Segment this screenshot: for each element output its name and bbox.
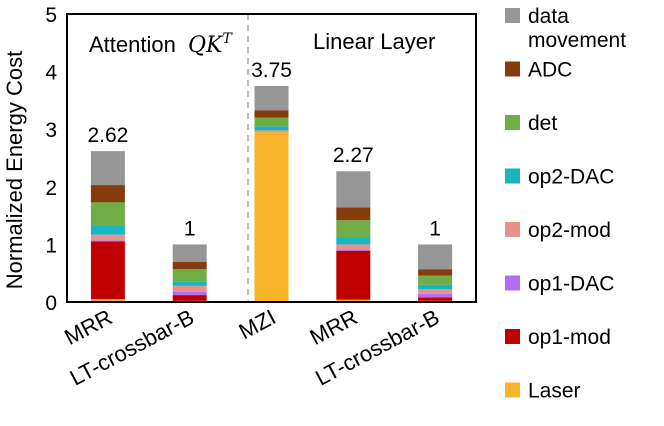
legend-swatch-det bbox=[505, 115, 520, 130]
bar-total-label: 2.62 bbox=[87, 124, 128, 147]
bar-segment-op1-mod bbox=[418, 297, 453, 301]
bar-segment-op1-dac bbox=[336, 249, 371, 251]
bar-segment-data-movement bbox=[172, 244, 207, 262]
bar-segment-det bbox=[172, 269, 207, 282]
region-attention-sup: T bbox=[222, 31, 233, 47]
bar-segment-op1-mod bbox=[90, 241, 125, 300]
bar-segment-op2-dac bbox=[90, 225, 125, 235]
y-tick-label: 2 bbox=[45, 177, 57, 200]
region-attention-text: Attention bbox=[89, 32, 176, 57]
bar-segment-data-movement bbox=[254, 86, 289, 111]
legend-label-data-movement: movement bbox=[528, 29, 626, 52]
bar-segment-data-movement bbox=[418, 244, 453, 270]
region-attention-math: QK bbox=[188, 33, 224, 58]
legend-label-adc: ADC bbox=[528, 59, 572, 82]
bars bbox=[90, 86, 453, 302]
legend-label-op1-dac: op1-DAC bbox=[528, 273, 614, 296]
legend-label-op1-mod: op1-mod bbox=[528, 326, 611, 349]
region-label-linear: Linear Layer bbox=[313, 29, 435, 54]
x-category-label: MRR bbox=[306, 304, 362, 350]
region-label-attention: Attention QKT bbox=[89, 31, 233, 58]
bar-segment-op2-mod bbox=[90, 234, 125, 241]
x-category-label: MRR bbox=[60, 304, 116, 350]
bar-segment-adc bbox=[90, 185, 125, 203]
bar-segment-laser bbox=[90, 299, 125, 302]
bar-total-label: 3.75 bbox=[251, 59, 292, 82]
bar-segment-op2-dac bbox=[254, 126, 289, 131]
bar-segment-adc bbox=[336, 207, 371, 221]
legend-label-op2-mod: op2-mod bbox=[528, 219, 611, 242]
y-tick-label: 0 bbox=[45, 292, 57, 315]
legend-label-data-movement: data bbox=[528, 5, 569, 28]
bar-segment-op2-dac bbox=[418, 284, 453, 290]
legend-label-det: det bbox=[528, 112, 557, 135]
legend-swatch-data-movement bbox=[505, 8, 520, 23]
bar-segment-det bbox=[336, 220, 371, 238]
y-tick-label: 3 bbox=[45, 119, 57, 142]
bar-total-label: 1 bbox=[429, 217, 441, 240]
legend-swatch-op2-mod bbox=[505, 222, 520, 237]
bar-total-labels: 2.62 1 3.75 2.27 1 bbox=[87, 59, 440, 240]
legend-swatch-adc bbox=[505, 61, 520, 77]
bar-segment-det bbox=[418, 275, 453, 285]
legend-label-laser: Laser bbox=[528, 380, 581, 403]
bar-segment-data-movement bbox=[90, 151, 125, 186]
y-tick-label: 4 bbox=[45, 62, 57, 85]
bar-segment-op2-mod bbox=[418, 289, 453, 294]
bar-segment-det bbox=[90, 202, 125, 226]
legend-swatch-op2-dac bbox=[505, 168, 520, 184]
bar-segment-adc bbox=[254, 110, 289, 118]
y-tick-label: 5 bbox=[45, 4, 57, 27]
legend-swatch-op1-mod bbox=[505, 329, 520, 344]
bar-segment-laser bbox=[254, 132, 289, 302]
bar-segment-op1-mod bbox=[172, 295, 207, 301]
bar-segment-adc bbox=[172, 261, 207, 270]
bar-segment-laser bbox=[336, 299, 371, 302]
legend-swatch-op1-dac bbox=[505, 275, 520, 291]
legend-swatch-laser bbox=[505, 382, 520, 398]
bar-segment-op2-mod bbox=[336, 244, 371, 250]
y-axis-label: Normalized Energy Cost bbox=[2, 51, 27, 289]
bar-total-label: 2.27 bbox=[333, 144, 374, 167]
bar-segment-adc bbox=[418, 269, 453, 276]
bar-segment-op1-dac bbox=[172, 291, 207, 296]
bar-segment-op2-mod bbox=[254, 130, 289, 133]
bar-segment-det bbox=[254, 117, 289, 127]
bar-total-label: 1 bbox=[184, 217, 196, 240]
bar-segment-op2-dac bbox=[336, 237, 371, 245]
x-category-label: MZI bbox=[235, 304, 280, 344]
plot-frame bbox=[66, 13, 477, 303]
bar-segment-op2-dac bbox=[172, 281, 207, 286]
y-tick-label: 1 bbox=[45, 234, 57, 257]
bar-segment-op2-mod bbox=[172, 285, 207, 292]
bar-segment-op1-dac bbox=[90, 240, 125, 242]
y-axis-ticks: 0 1 2 3 4 5 bbox=[45, 4, 57, 315]
bar-segment-op1-mod bbox=[336, 250, 371, 300]
bar-segment-data-movement bbox=[336, 171, 371, 208]
legend-label-op2-dac: op2-DAC bbox=[528, 166, 614, 189]
bar-segment-op1-dac bbox=[418, 293, 453, 298]
